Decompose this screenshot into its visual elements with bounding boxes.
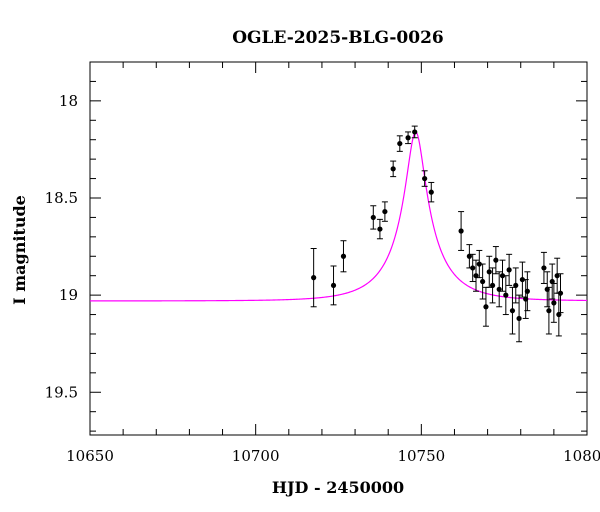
data-marker [330,282,337,289]
data-point [540,251,547,284]
x-axis-label: HJD - 2450000 [272,478,404,497]
data-marker [554,273,560,279]
data-point [469,253,476,283]
data-point [466,244,473,269]
data-marker [483,304,489,310]
data-point [509,286,516,335]
data-marker [557,290,564,296]
data-point [486,255,493,288]
axis-ticks: 10650 10700 10750 10800 18 18.5 19 19.5 [45,61,600,465]
data-marker [519,276,525,283]
data-point [545,286,552,335]
x-tick-label: 10700 [232,447,280,465]
data-marker [470,265,476,271]
data-marker [546,308,552,314]
data-point [458,211,465,251]
chart-title: OGLE-2025-BLG-0026 [232,28,444,48]
data-point [496,271,503,308]
data-point [479,263,486,300]
data-marker [397,140,403,147]
data-marker [493,257,499,263]
data-marker [412,129,418,135]
model-curve [90,131,587,302]
data-marker [524,288,530,294]
data-marker [496,286,502,292]
data-marker [311,275,317,281]
data-marker [473,273,479,279]
data-point [502,275,509,316]
data-marker [509,308,516,314]
data-marker [466,253,472,259]
data-point [554,257,561,294]
data-marker [422,175,428,182]
data-point [396,135,403,152]
data-marker [340,253,347,259]
data-marker [458,228,464,234]
x-tick-label: 10800 [563,447,600,465]
data-point [340,240,347,273]
data-point [376,218,383,240]
data-point [476,249,483,279]
data-marker [516,315,522,322]
data-point [310,248,317,308]
data-marker [405,135,411,141]
data-marker [551,300,557,306]
data-point [492,246,499,275]
data-marker [486,269,492,275]
data-point [405,131,412,145]
data-marker [506,267,512,273]
data-marker [489,282,496,289]
data-point [421,170,428,187]
data-marker [499,273,506,279]
data-point [370,205,377,230]
data-marker [541,265,547,271]
data-point [512,267,519,304]
data-marker [476,261,482,267]
data-point [557,273,564,314]
data-marker [513,282,519,289]
x-tick-label: 10750 [397,447,445,465]
data-point [390,160,397,178]
data-point [516,294,523,343]
data-marker [549,278,555,285]
y-tick-label: 19 [59,286,78,304]
data-point [524,271,531,312]
data-marker [377,226,383,232]
data-marker [370,214,376,221]
data-marker [503,292,509,298]
data-point [473,259,480,292]
data-marker [390,166,396,172]
data-point [381,201,388,222]
y-tick-label: 19.5 [45,383,78,401]
y-tick-label: 18.5 [45,189,78,207]
y-tick-label: 18 [59,92,78,110]
data-point [489,267,496,304]
data-point [550,282,557,323]
data-marker [428,189,434,195]
data-point [411,125,418,139]
plot-area [89,61,588,436]
x-tick-label: 10650 [66,447,114,465]
data-marker [480,278,486,285]
data-point [428,181,435,203]
data-point [499,259,506,292]
data-point [330,265,337,306]
data-marker [556,311,562,318]
data-marker [382,208,388,215]
data-point [506,253,513,286]
plot-frame [89,61,588,436]
y-axis-label: I magnitude [10,195,29,305]
